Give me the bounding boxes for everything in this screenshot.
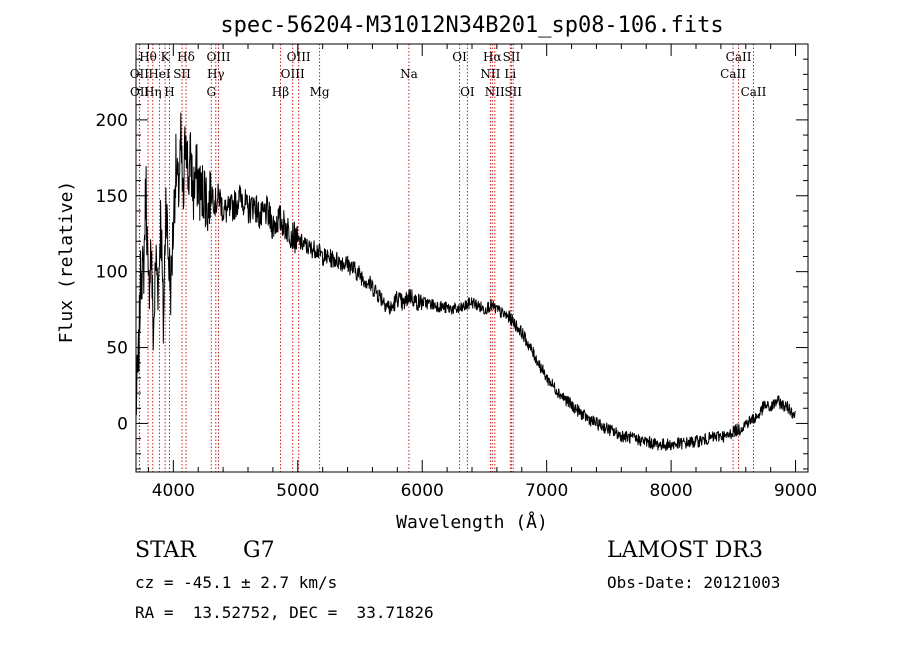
- spectral-line-label-15: Mg: [310, 85, 330, 99]
- x-axis-label: Wavelength (Å): [396, 511, 548, 533]
- spectrum-layer: [135, 112, 796, 452]
- spectral-line-label-20: NII: [480, 67, 500, 81]
- axis-ticks: 4000 5000 6000 7000 8000 9000 0 50 100 150 200: [96, 44, 817, 501]
- spectral-line-label-17: OI: [452, 50, 467, 64]
- object-class: STAR: [135, 538, 196, 563]
- spectral-line-label-3: Hη: [144, 85, 162, 99]
- y-tick-label-3: 150: [96, 187, 128, 207]
- x-tick-label-3: 7000: [525, 481, 568, 501]
- spectral-lines-layer: [138, 44, 754, 472]
- spectral-line-label-16: Na: [400, 67, 418, 81]
- spectral-line-label-10: Hγ: [207, 67, 225, 81]
- y-tick-label-4: 200: [96, 111, 128, 131]
- x-tick-label-4: 8000: [649, 481, 692, 501]
- spectral-line-label-13: OIII: [287, 50, 311, 64]
- spectral-line-label-8: Hδ: [177, 50, 195, 64]
- spectral-line-label-14: OIII: [281, 67, 305, 81]
- chart-title: spec-56204-M31012N34B201_sp08-106.fits: [220, 13, 723, 38]
- coordinates: RA = 13.52752, DEC = 33.71826: [135, 603, 434, 622]
- y-tick-label-1: 50: [106, 339, 128, 359]
- spectral-line-label-12: Hβ: [272, 85, 289, 99]
- x-tick-label-5: 9000: [774, 481, 817, 501]
- spectral-line-label-21: NII: [485, 85, 505, 99]
- spectral-line-label-27: CaII: [741, 85, 767, 99]
- spectral-line-label-7: H: [164, 85, 174, 99]
- spectral-line-label-11: G: [206, 85, 216, 99]
- survey-name: LAMOST DR3: [607, 538, 763, 563]
- spectral-line-label-24: SII: [504, 85, 522, 99]
- x-tick-label-0: 4000: [152, 481, 195, 501]
- obs-date: Obs-Date: 20121003: [607, 573, 781, 592]
- object-subclass: G7: [243, 538, 275, 563]
- plot-frame: [135, 43, 809, 473]
- spectral-line-label-26: CaII: [720, 67, 746, 81]
- spectral-line-label-19: Hα: [483, 50, 502, 64]
- spectrum-line: [135, 112, 796, 452]
- spectral-line-label-4: HeI: [148, 67, 171, 81]
- y-tick-label-2: 100: [96, 263, 128, 283]
- spectral-line-label-0: Hθ: [139, 50, 157, 64]
- x-tick-label-1: 5000: [276, 481, 319, 501]
- spectral-line-label-6: SII: [173, 67, 191, 81]
- spectral-line-label-23: Li: [504, 67, 516, 81]
- spectral-line-label-18: OI: [460, 85, 475, 99]
- spectral-line-label-5: K: [161, 50, 171, 64]
- spectral-line-label-9: OIII: [206, 50, 230, 64]
- y-tick-label-0: 0: [117, 414, 128, 434]
- redshift-text: cz = -45.1 ± 2.7 km/s: [135, 573, 338, 592]
- y-axis-label: Flux (relative): [56, 181, 77, 344]
- spectral-line-label-25: CaII: [726, 50, 752, 64]
- x-tick-label-2: 6000: [401, 481, 444, 501]
- spectral-line-label-22: SII: [503, 50, 521, 64]
- spectral-line-label-2: OII: [130, 85, 150, 99]
